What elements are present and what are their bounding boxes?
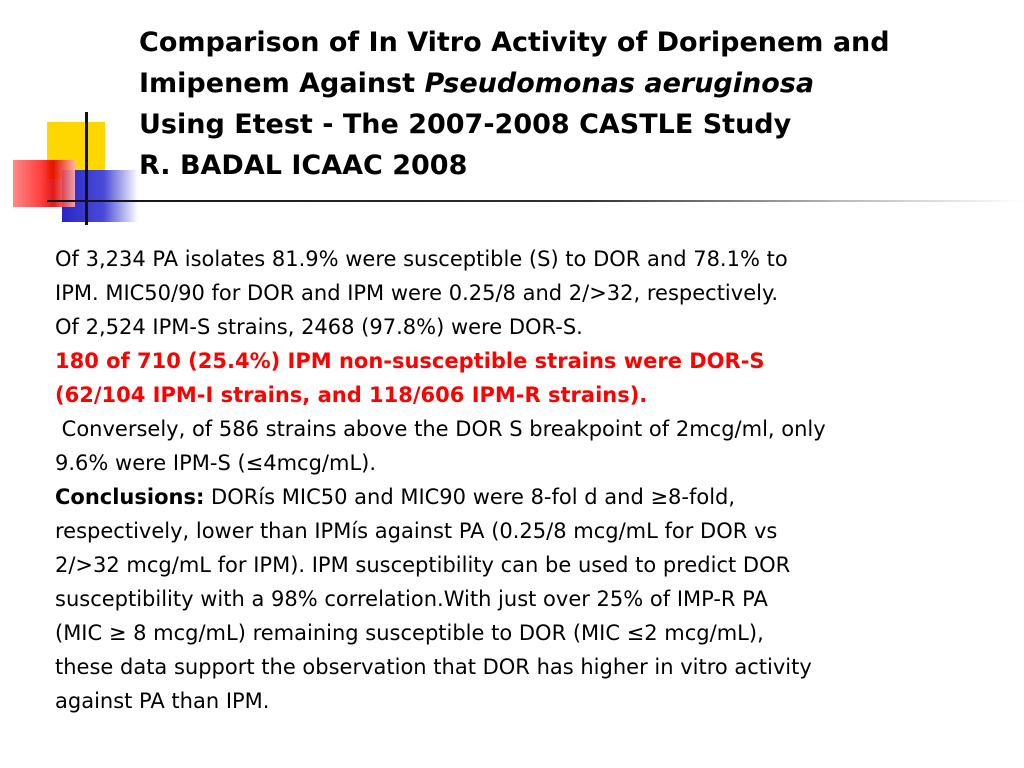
conclusions-first-line: Conclusions: DORís MIC50 and MIC90 were … bbox=[55, 480, 1015, 514]
title-author: R. BADAL ICAAC 2008 bbox=[139, 150, 468, 181]
title-organism: Pseudomonas aeruginosa bbox=[424, 68, 815, 99]
body-line: Of 3,234 PA isolates 81.9% were suscepti… bbox=[55, 247, 788, 271]
body-line: Of 2,524 IPM-S strains, 2468 (97.8%) wer… bbox=[55, 315, 583, 339]
conclusions-line: against PA than IPM. bbox=[55, 689, 270, 713]
highlight-line: (62/104 IPM-I strains, and 118/606 IPM-R… bbox=[55, 383, 648, 407]
conclusions-label: Conclusions: bbox=[55, 485, 205, 509]
vertical-line bbox=[85, 112, 88, 225]
conversely-line: Conversely, of 586 strains above the DOR… bbox=[55, 417, 826, 441]
decorative-squares bbox=[0, 0, 150, 240]
title-line-2-plain: Imipenem Against bbox=[139, 68, 425, 99]
red-square bbox=[13, 160, 75, 207]
title-divider bbox=[47, 200, 1024, 202]
conclusions-line: these data support the observation that … bbox=[55, 655, 812, 679]
conclusions-line: respectively, lower than IPMís against P… bbox=[55, 519, 778, 543]
body-line: IPM. MIC50/90 for DOR and IPM were 0.25/… bbox=[55, 281, 779, 305]
title-line-2: Imipenem Against Pseudomonas aeruginosa bbox=[139, 63, 1019, 104]
slide-body: Of 3,234 PA isolates 81.9% were suscepti… bbox=[55, 242, 1015, 718]
conclusions-line: 2/>32 mcg/mL for IPM). IPM susceptibilit… bbox=[55, 553, 791, 577]
conversely-line: 9.6% were IPM-S (≤4mcg/mL). bbox=[55, 451, 377, 475]
conclusions-text: DORís MIC50 and MIC90 were 8-fol d and ≥… bbox=[204, 485, 736, 509]
title-line-1: Comparison of In Vitro Activity of Dorip… bbox=[139, 27, 890, 58]
title-line-3: Using Etest - The 2007-2008 CASTLE Study bbox=[139, 109, 792, 140]
conclusions-line: susceptibility with a 98% correlation.Wi… bbox=[55, 587, 768, 611]
highlight-line: 180 of 710 (25.4%) IPM non-susceptible s… bbox=[55, 349, 765, 373]
slide-title: Comparison of In Vitro Activity of Dorip… bbox=[139, 22, 1019, 186]
conclusions-line: (MIC ≥ 8 mcg/mL) remaining susceptible t… bbox=[55, 621, 764, 645]
